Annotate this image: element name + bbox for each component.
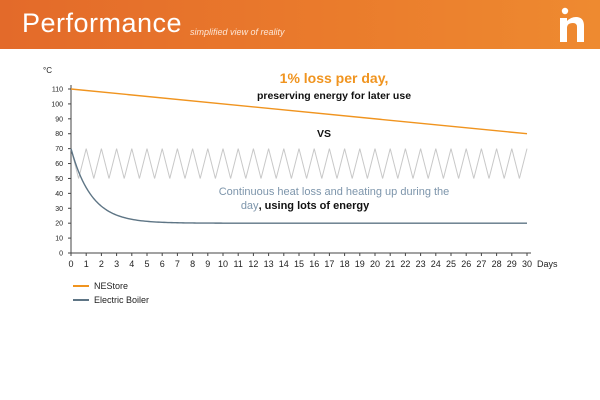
x-tick-label: 12 [248,259,258,269]
x-tick-label: 15 [294,259,304,269]
legend-item-boiler: Electric Boiler [73,293,149,307]
x-tick-label: 11 [234,259,243,269]
legend-label-nestore: NEStore [94,281,129,291]
x-tick-label: 20 [370,259,380,269]
x-tick-label: 1 [84,259,89,269]
header-bar: Performance simplified view of reality [0,0,600,49]
nestore-logo-icon [560,7,584,42]
x-tick-label: 28 [492,259,502,269]
series-line-nestore [70,88,528,135]
annotation-boiler-line1: Continuous heat loss and heating up duri… [219,186,450,198]
chart-legend: NEStore Electric Boiler [73,279,149,307]
x-tick-label: 30 [522,259,532,269]
page-title: Performance [22,8,183,38]
boiler-heating-cycles-line [70,148,528,179]
x-tick-label: 4 [129,259,134,269]
x-tick-label: 29 [507,259,517,269]
annotation-boiler-line2-grey: day [241,200,259,212]
y-axis-label: °C [43,66,52,75]
series-line-electric-boiler [70,148,527,224]
annotation-vs: VS [317,128,331,140]
legend-label-boiler: Electric Boiler [94,295,150,305]
y-tick-label: 70 [55,146,63,153]
x-tick-label: 24 [431,259,441,269]
y-tick-label: 30 [55,206,63,213]
legend-swatch-boiler [73,299,89,301]
y-tick-label: 10 [55,236,63,243]
legend-swatch-nestore [73,285,89,287]
x-tick-label: 26 [461,259,471,269]
x-tick-label: 0 [68,259,73,269]
x-tick-label: 6 [160,259,165,269]
x-tick-label: 7 [175,259,180,269]
y-tick-label: 110 [52,87,63,94]
x-tick-label: 13 [264,259,274,269]
annotation-loss-title: 1% loss per day, [280,70,389,86]
x-tick-label: 3 [114,259,119,269]
x-tick-label: 18 [340,259,350,269]
legend-item-nestore: NEStore [73,279,149,293]
x-tick-label: 14 [279,259,289,269]
y-tick-label: 20 [55,221,63,228]
x-tick-label: 2 [99,259,104,269]
x-tick-label: 9 [205,259,210,269]
y-tick-label: 80 [55,131,63,138]
x-tick-label: 10 [218,259,228,269]
y-tick-label: 90 [55,116,63,123]
x-axis-label: Days [537,259,558,269]
annotation-loss-subtitle: preserving energy for later use [257,90,411,102]
y-tick-label: 0 [59,251,63,258]
x-tick-label: 19 [355,259,365,269]
annotation-boiler-line2-black: , using lots of energy [259,200,371,212]
y-tick-label: 60 [55,161,63,168]
x-tick-label: 8 [190,259,195,269]
x-tick-label: 25 [446,259,456,269]
x-tick-label: 27 [476,259,486,269]
x-tick-label: 23 [416,259,426,269]
page-subtitle: simplified view of reality [190,27,285,37]
x-tick-label: 5 [144,259,149,269]
annotation-boiler-line2: day, using lots of energy [241,200,370,212]
x-tick-label: 22 [400,259,410,269]
y-tick-label: 100 [51,101,63,108]
y-tick-label: 50 [55,176,63,183]
x-tick-label: 21 [385,259,395,269]
y-tick-label: 40 [55,191,63,198]
x-tick-label: 16 [309,259,319,269]
x-tick-label: 17 [324,259,334,269]
